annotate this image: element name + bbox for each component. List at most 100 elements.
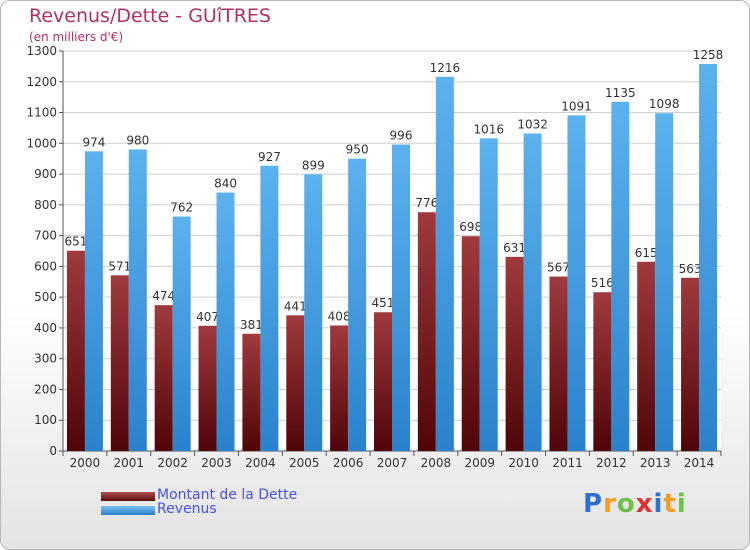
bar-revenue bbox=[304, 174, 323, 451]
data-label-debt: 441 bbox=[284, 299, 307, 313]
y-tick-label: 1200 bbox=[26, 75, 57, 89]
y-tick-label: 0 bbox=[49, 444, 57, 458]
logo-letter: i bbox=[653, 489, 664, 519]
y-tick-label: 700 bbox=[34, 229, 57, 243]
data-label-debt: 571 bbox=[108, 259, 131, 273]
y-tick-label: 300 bbox=[34, 352, 57, 366]
data-label-debt: 631 bbox=[503, 241, 526, 255]
data-label-debt: 407 bbox=[196, 310, 219, 324]
bar-revenue bbox=[655, 113, 674, 452]
logo-letter: P bbox=[583, 489, 604, 519]
y-tick-label: 100 bbox=[34, 413, 57, 427]
x-tick-label: 2003 bbox=[201, 456, 232, 470]
bar-debt bbox=[110, 275, 129, 451]
legend-swatch-revenue bbox=[101, 506, 155, 515]
data-label-revenue: 927 bbox=[258, 150, 281, 164]
x-tick-label: 2007 bbox=[377, 456, 408, 470]
y-tick-label: 400 bbox=[34, 321, 57, 335]
bar-debt bbox=[330, 325, 349, 451]
x-tick-label: 2005 bbox=[289, 456, 320, 470]
data-label-revenue: 840 bbox=[214, 177, 237, 191]
bar-debt bbox=[461, 236, 480, 451]
bar-revenue bbox=[523, 133, 542, 451]
chart-title: Revenus/Dette - GUîTRES bbox=[29, 5, 271, 27]
x-tick-label: 2002 bbox=[157, 456, 188, 470]
y-tick-label: 900 bbox=[34, 167, 57, 181]
y-tick-label: 500 bbox=[34, 290, 57, 304]
data-label-revenue: 1032 bbox=[517, 117, 548, 131]
chart-subtitle: (en milliers d'€) bbox=[29, 30, 124, 44]
data-label-revenue: 1091 bbox=[561, 99, 592, 113]
bar-revenue bbox=[84, 151, 103, 452]
data-label-debt: 698 bbox=[459, 220, 482, 234]
logo-letter: r bbox=[603, 489, 617, 519]
bar-debt bbox=[286, 315, 305, 451]
bar-revenue bbox=[348, 158, 367, 451]
y-tick-label: 1000 bbox=[26, 136, 57, 150]
data-label-revenue: 899 bbox=[302, 158, 325, 172]
y-tick-label: 1300 bbox=[26, 44, 57, 58]
y-tick-label: 1100 bbox=[26, 106, 57, 120]
bar-revenue bbox=[479, 138, 498, 451]
logo-letter: t bbox=[663, 489, 677, 519]
data-label-revenue: 1098 bbox=[649, 97, 680, 111]
bar-revenue bbox=[611, 101, 630, 452]
x-tick-label: 2014 bbox=[684, 456, 715, 470]
bar-debt bbox=[198, 325, 217, 451]
x-tick-label: 2006 bbox=[333, 456, 364, 470]
bar-revenue bbox=[216, 192, 235, 452]
bar-revenue bbox=[699, 63, 718, 452]
data-label-debt: 474 bbox=[152, 289, 175, 303]
data-label-revenue: 980 bbox=[126, 133, 149, 147]
x-tick-label: 2011 bbox=[552, 456, 583, 470]
bar-debt bbox=[549, 276, 568, 451]
logo-letter: o bbox=[616, 489, 636, 519]
data-label-debt: 516 bbox=[591, 276, 614, 290]
data-label-debt: 563 bbox=[679, 262, 702, 276]
logo-letter: i bbox=[676, 489, 687, 519]
x-tick-label: 2009 bbox=[464, 456, 495, 470]
x-tick-label: 2001 bbox=[114, 456, 145, 470]
bar-debt bbox=[637, 261, 656, 451]
y-tick-label: 200 bbox=[34, 382, 57, 396]
data-label-debt: 381 bbox=[240, 318, 263, 332]
y-tick-label: 800 bbox=[34, 198, 57, 212]
data-label-revenue: 762 bbox=[170, 201, 193, 215]
bar-revenue bbox=[260, 165, 279, 451]
bar-debt bbox=[681, 277, 700, 451]
bar-revenue bbox=[435, 76, 454, 451]
data-label-revenue: 1216 bbox=[430, 61, 461, 75]
bar-debt bbox=[374, 312, 392, 451]
bar-revenue bbox=[128, 149, 147, 451]
data-label-debt: 408 bbox=[328, 309, 351, 323]
bar-debt bbox=[242, 333, 261, 451]
data-label-debt: 776 bbox=[415, 196, 438, 210]
x-tick-label: 2004 bbox=[245, 456, 276, 470]
data-label-debt: 451 bbox=[372, 296, 395, 310]
bar-debt bbox=[417, 212, 436, 451]
proxiti-logo: Proxiti bbox=[583, 489, 687, 519]
bar-revenue bbox=[392, 144, 410, 452]
x-tick-label: 2010 bbox=[508, 456, 539, 470]
bar-revenue bbox=[567, 115, 586, 452]
data-label-revenue: 1016 bbox=[473, 122, 504, 136]
logo-letter: x bbox=[635, 489, 654, 519]
y-tick-label: 600 bbox=[34, 259, 57, 273]
data-label-revenue: 974 bbox=[82, 135, 105, 149]
bar-debt bbox=[154, 305, 173, 451]
data-label-revenue: 950 bbox=[346, 143, 369, 157]
data-label-revenue: 1258 bbox=[693, 48, 724, 62]
data-label-revenue: 1135 bbox=[605, 86, 636, 100]
legend-swatch-debt bbox=[101, 492, 155, 501]
data-label-debt: 615 bbox=[635, 246, 658, 260]
data-label-debt: 567 bbox=[547, 261, 570, 275]
bar-debt bbox=[593, 292, 612, 451]
bar-debt bbox=[505, 256, 524, 451]
x-tick-label: 2013 bbox=[640, 456, 671, 470]
data-label-debt: 651 bbox=[64, 235, 87, 249]
data-label-revenue: 996 bbox=[390, 129, 413, 143]
x-tick-label: 2012 bbox=[596, 456, 627, 470]
x-tick-label: 2000 bbox=[70, 456, 101, 470]
